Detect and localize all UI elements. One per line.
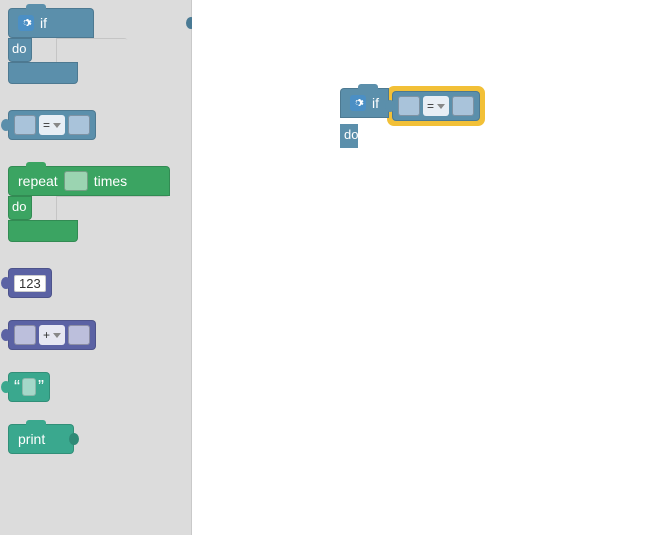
- compare-operator-dropdown[interactable]: =: [39, 115, 65, 135]
- quote-open: “: [14, 377, 20, 398]
- input-notch: [69, 433, 79, 445]
- compare-input-b[interactable]: [68, 115, 90, 135]
- root: if do =: [0, 0, 672, 535]
- do-label: do: [8, 41, 26, 56]
- times-label: times: [94, 173, 127, 189]
- compare-operator-dropdown[interactable]: =: [423, 96, 449, 116]
- chevron-down-icon: [53, 333, 61, 338]
- gear-icon[interactable]: [350, 95, 366, 111]
- compare-input-b[interactable]: [452, 96, 474, 116]
- quote-close: ”: [38, 377, 44, 398]
- workspace-if-block[interactable]: if = do: [340, 88, 483, 148]
- block-mouth: [358, 124, 418, 148]
- block-tab: [358, 84, 378, 90]
- toolbox-text-block[interactable]: “ ”: [8, 372, 191, 402]
- text-value-input[interactable]: [22, 378, 36, 396]
- chevron-down-icon: [53, 123, 61, 128]
- math-operator-label: +: [43, 328, 50, 342]
- math-input-b[interactable]: [68, 325, 90, 345]
- compare-operator-label: =: [427, 99, 434, 113]
- block-tab: [26, 162, 46, 168]
- block-mouth: [56, 38, 128, 62]
- block-mouth: [56, 196, 170, 220]
- block-bottom: [8, 62, 78, 84]
- math-operator-dropdown[interactable]: +: [39, 325, 65, 345]
- toolbox-repeat-block[interactable]: repeat times do: [8, 166, 191, 242]
- do-label: do: [8, 199, 26, 214]
- output-plug: [1, 381, 11, 393]
- print-label: print: [18, 431, 45, 447]
- toolbox-if-block[interactable]: if do: [8, 8, 191, 84]
- if-label: if: [372, 95, 379, 111]
- block-arm: do: [340, 124, 358, 148]
- repeat-label: repeat: [18, 173, 58, 189]
- do-label: do: [340, 127, 358, 142]
- math-input-a[interactable]: [14, 325, 36, 345]
- repeat-times-input[interactable]: [64, 171, 88, 191]
- block-arm: do: [8, 196, 32, 220]
- gear-icon[interactable]: [18, 15, 34, 31]
- toolbox-math-block[interactable]: +: [8, 320, 191, 350]
- block-bottom: [8, 220, 78, 242]
- output-plug: [1, 119, 11, 131]
- block-arm: do: [8, 38, 32, 62]
- output-plug: [1, 277, 11, 289]
- compare-input-a[interactable]: [398, 96, 420, 116]
- workspace[interactable]: if = do: [192, 0, 672, 535]
- workspace-compare-block-highlighted[interactable]: =: [389, 88, 483, 124]
- compare-operator-label: =: [43, 118, 50, 132]
- output-plug: [385, 100, 395, 112]
- toolbox-number-block[interactable]: 123: [8, 268, 191, 298]
- output-plug: [1, 329, 11, 341]
- if-label: if: [40, 15, 47, 31]
- toolbox-print-block[interactable]: print: [8, 424, 191, 454]
- block-tab: [26, 4, 46, 10]
- block-tab: [26, 420, 46, 426]
- chevron-down-icon: [437, 104, 445, 109]
- toolbox-compare-block[interactable]: =: [8, 110, 191, 140]
- compare-input-a[interactable]: [14, 115, 36, 135]
- toolbox: if do =: [0, 0, 192, 535]
- number-value-input[interactable]: 123: [14, 275, 46, 292]
